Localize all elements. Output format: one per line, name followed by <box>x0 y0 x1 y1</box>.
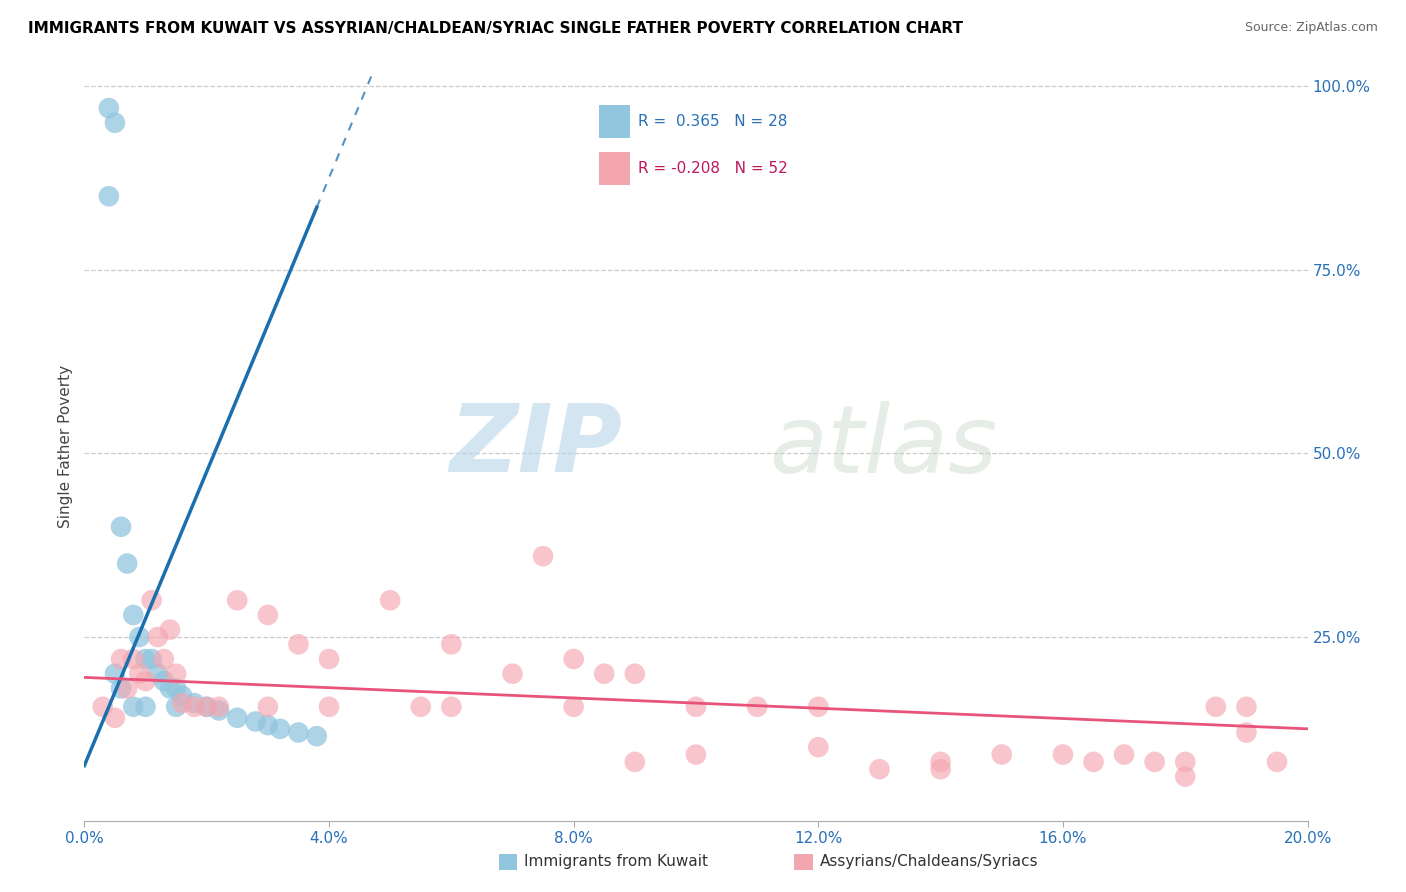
Point <box>195 699 218 714</box>
Point <box>97 101 120 115</box>
Point <box>409 699 432 714</box>
Point <box>104 666 127 681</box>
Point <box>135 652 157 666</box>
Point <box>257 718 280 732</box>
Point <box>1236 725 1258 739</box>
Point <box>110 652 132 666</box>
Point <box>153 652 176 666</box>
Point <box>685 699 707 714</box>
Point <box>869 762 891 776</box>
Point <box>685 747 707 762</box>
Y-axis label: Single Father Poverty: Single Father Poverty <box>58 365 73 527</box>
Point <box>624 666 647 681</box>
Point <box>122 652 145 666</box>
Text: R = -0.208   N = 52: R = -0.208 N = 52 <box>638 161 789 176</box>
Point <box>165 666 187 681</box>
Point <box>183 696 205 710</box>
Point <box>257 607 280 622</box>
Point <box>153 674 176 689</box>
Bar <box>599 153 630 185</box>
Bar <box>599 105 630 137</box>
Point <box>502 666 524 681</box>
Point <box>141 652 163 666</box>
Point <box>165 681 187 696</box>
Point <box>128 666 150 681</box>
Point <box>159 623 181 637</box>
Point <box>226 593 249 607</box>
Point <box>1236 699 1258 714</box>
Point <box>128 630 150 644</box>
Point <box>146 666 169 681</box>
Point <box>1265 755 1288 769</box>
Point <box>195 699 218 714</box>
Point <box>624 755 647 769</box>
Point <box>208 703 231 717</box>
Point <box>380 593 402 607</box>
Point <box>747 699 769 714</box>
Point <box>226 711 249 725</box>
Point <box>1083 755 1105 769</box>
Point <box>172 696 194 710</box>
Point <box>115 681 138 696</box>
Point <box>807 699 830 714</box>
Text: atlas: atlas <box>769 401 998 491</box>
Point <box>807 740 830 755</box>
Point <box>1174 755 1197 769</box>
Text: R =  0.365   N = 28: R = 0.365 N = 28 <box>638 114 787 128</box>
Point <box>531 549 554 564</box>
Point <box>929 755 952 769</box>
Point <box>562 652 585 666</box>
Point <box>1174 770 1197 784</box>
Text: Assyrians/Chaldeans/Syriacs: Assyrians/Chaldeans/Syriacs <box>820 855 1038 869</box>
Point <box>440 699 463 714</box>
Point <box>122 699 145 714</box>
Point <box>287 725 309 739</box>
Point <box>159 681 181 696</box>
Text: IMMIGRANTS FROM KUWAIT VS ASSYRIAN/CHALDEAN/SYRIAC SINGLE FATHER POVERTY CORRELA: IMMIGRANTS FROM KUWAIT VS ASSYRIAN/CHALD… <box>28 21 963 36</box>
Point <box>122 607 145 622</box>
Point <box>97 189 120 203</box>
Point <box>929 762 952 776</box>
Point <box>245 714 267 729</box>
Point <box>141 593 163 607</box>
Point <box>318 652 340 666</box>
Point <box>183 699 205 714</box>
Point <box>208 699 231 714</box>
Point <box>1114 747 1136 762</box>
Point <box>104 711 127 725</box>
Point <box>110 520 132 534</box>
Point <box>91 699 114 714</box>
Point <box>257 699 280 714</box>
Point <box>562 699 585 714</box>
Point <box>269 722 291 736</box>
Point <box>135 699 157 714</box>
Point <box>593 666 616 681</box>
Point <box>991 747 1014 762</box>
Point <box>305 729 328 743</box>
Point <box>172 689 194 703</box>
Point <box>146 630 169 644</box>
Text: Source: ZipAtlas.com: Source: ZipAtlas.com <box>1244 21 1378 34</box>
Point <box>1143 755 1166 769</box>
Text: ZIP: ZIP <box>450 400 623 492</box>
Point <box>135 674 157 689</box>
Point <box>440 637 463 651</box>
Text: Immigrants from Kuwait: Immigrants from Kuwait <box>524 855 709 869</box>
Point <box>1205 699 1227 714</box>
Point <box>287 637 309 651</box>
Point <box>165 699 187 714</box>
Point <box>104 116 127 130</box>
Point <box>318 699 340 714</box>
Point <box>110 681 132 696</box>
Point <box>1052 747 1074 762</box>
Point <box>115 557 138 571</box>
